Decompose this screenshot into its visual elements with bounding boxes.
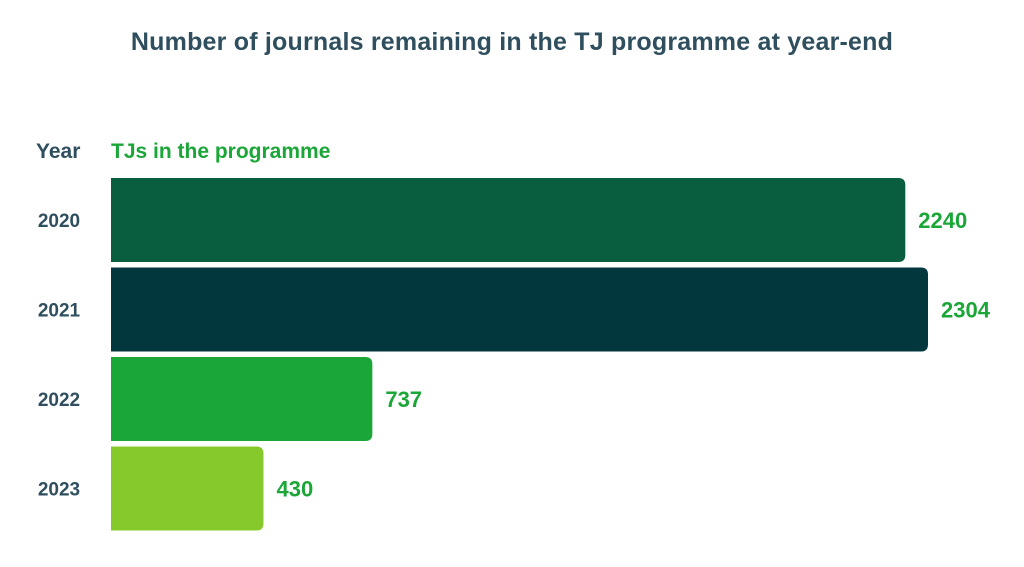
value-label-2021: 2304 bbox=[941, 298, 991, 323]
value-label-2022: 737 bbox=[385, 387, 422, 412]
value-label-2020: 2240 bbox=[918, 208, 967, 233]
value-column-header: TJs in the programme bbox=[111, 140, 331, 163]
bar-2020 bbox=[111, 178, 906, 262]
bar-2021 bbox=[111, 267, 928, 352]
category-column-header: Year bbox=[36, 140, 81, 163]
category-label-2022: 2022 bbox=[38, 390, 80, 411]
value-label-2023: 430 bbox=[276, 477, 313, 502]
category-label-2023: 2023 bbox=[38, 480, 80, 501]
bar-2023 bbox=[111, 446, 264, 531]
bar-2022 bbox=[111, 357, 373, 441]
chart-title: Number of journals remaining in the TJ p… bbox=[130, 28, 894, 56]
category-label-2021: 2021 bbox=[38, 301, 81, 322]
category-label-2020: 2020 bbox=[38, 211, 80, 232]
